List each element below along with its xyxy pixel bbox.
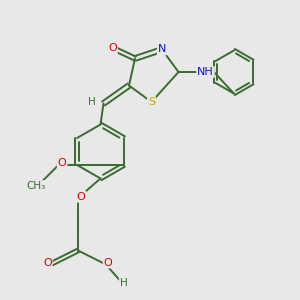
Text: H: H <box>120 278 128 288</box>
Text: O: O <box>76 191 85 202</box>
Text: O: O <box>103 257 112 268</box>
Text: S: S <box>148 97 155 107</box>
Text: NH: NH <box>197 67 214 77</box>
Text: O: O <box>58 158 67 169</box>
Text: O: O <box>108 43 117 53</box>
Text: N: N <box>158 44 166 55</box>
Text: CH₃: CH₃ <box>26 181 46 191</box>
Text: H: H <box>88 97 95 107</box>
Text: O: O <box>43 257 52 268</box>
